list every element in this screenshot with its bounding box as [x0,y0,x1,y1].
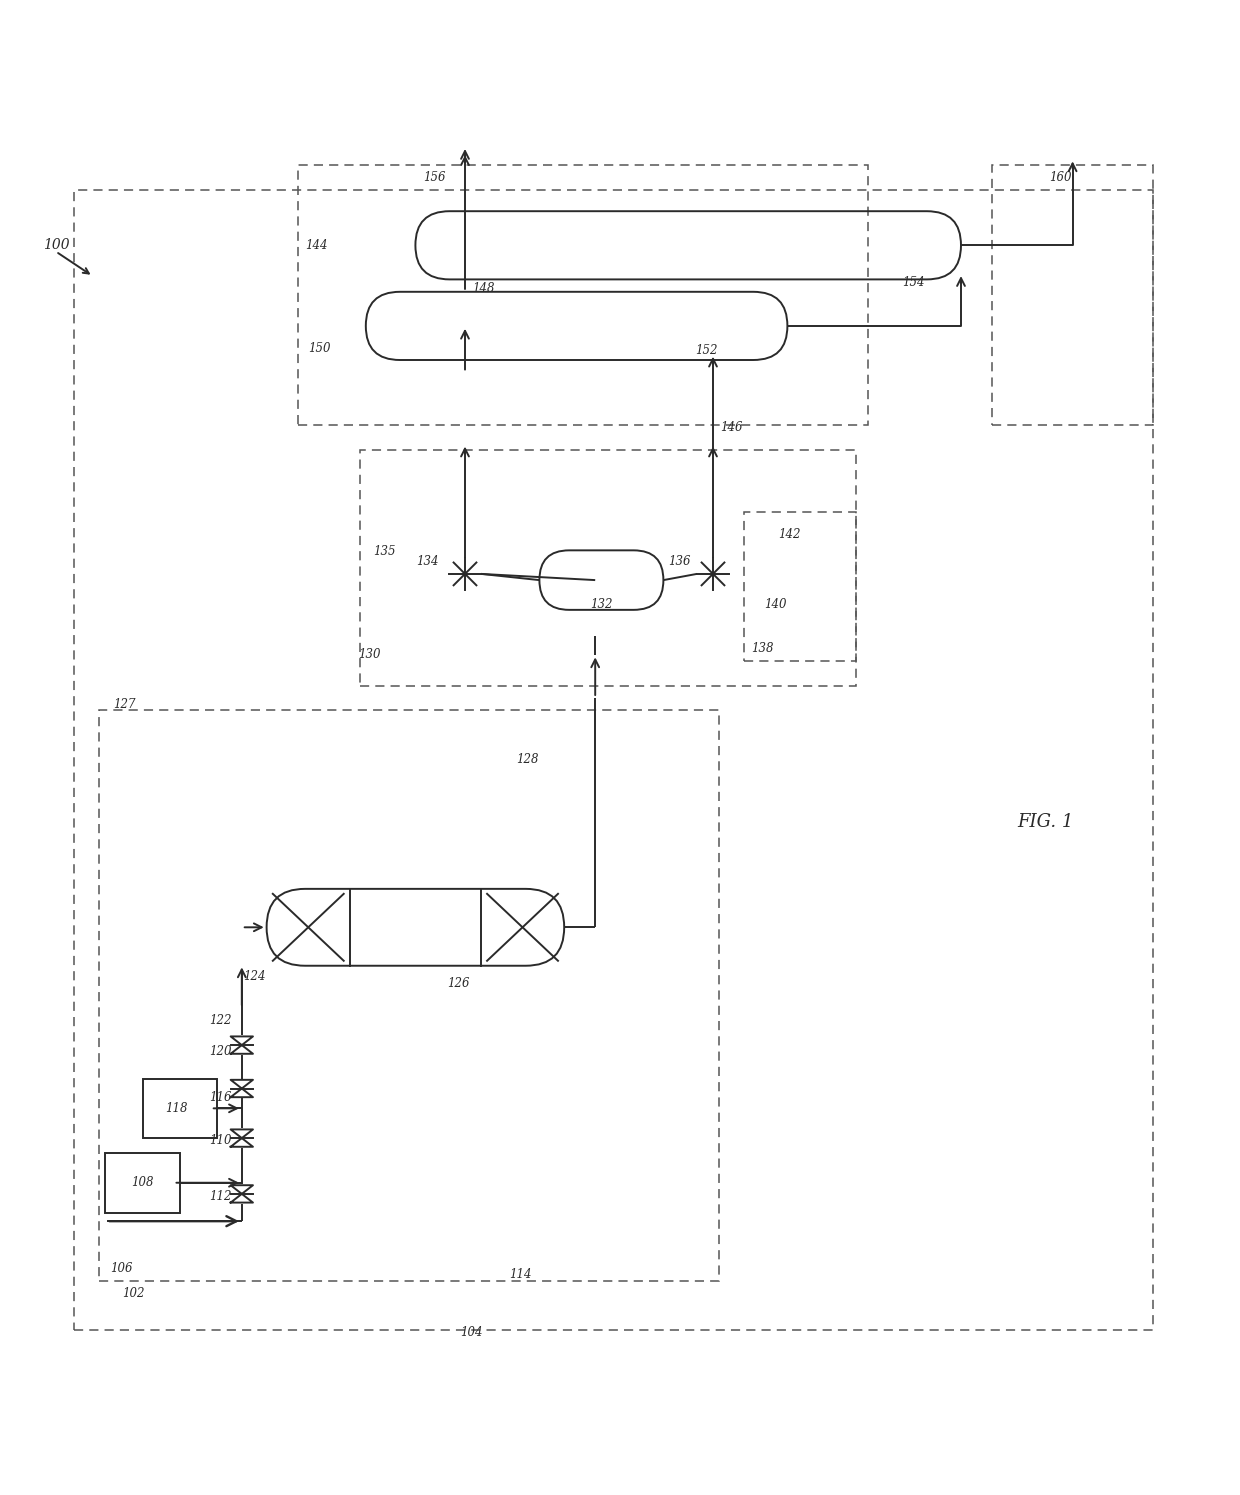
Text: 134: 134 [417,555,439,568]
Text: 116: 116 [210,1091,232,1103]
Text: 104: 104 [460,1326,482,1340]
Bar [744,511,856,661]
Text: 160: 160 [1049,170,1071,184]
Text: 114: 114 [510,1268,532,1281]
Text: 102: 102 [123,1287,145,1299]
Text: 140: 140 [764,598,786,611]
Bar [298,164,868,425]
Text: 152: 152 [696,344,718,357]
Text: 106: 106 [110,1262,133,1275]
Text: 156: 156 [423,170,445,184]
Text: 154: 154 [903,277,925,289]
Text: 100: 100 [43,238,69,253]
Text: 127: 127 [113,698,135,710]
Text: 120: 120 [210,1045,232,1058]
Text: 130: 130 [358,647,381,661]
Text: 148: 148 [472,283,495,295]
Text: 136: 136 [668,555,691,568]
Text: 132: 132 [590,598,613,611]
Text: 142: 142 [779,528,801,541]
Text: 118: 118 [165,1102,187,1115]
Text: FIG. 1: FIG. 1 [1017,813,1073,831]
Text: 110: 110 [210,1135,232,1147]
Text: 150: 150 [309,342,331,354]
Bar [74,190,1153,1331]
Text: 112: 112 [210,1190,232,1203]
Text: 126: 126 [448,976,470,990]
Text: 146: 146 [720,422,743,434]
Text: 128: 128 [516,753,538,767]
Bar [143,1078,217,1138]
Bar [105,1153,180,1212]
Bar [992,164,1153,425]
Text: 138: 138 [751,641,774,655]
Text: 108: 108 [131,1177,154,1189]
Text: 135: 135 [373,546,396,558]
Text: 144: 144 [305,239,327,251]
Text: 122: 122 [210,1014,232,1027]
Text: 124: 124 [243,970,265,984]
Bar [360,450,856,686]
Bar [99,710,719,1281]
